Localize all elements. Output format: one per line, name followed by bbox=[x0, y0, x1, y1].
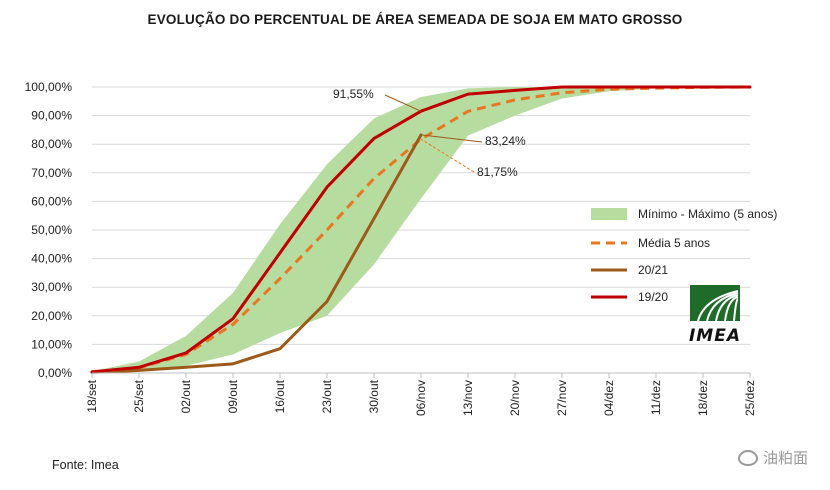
x-tick-label: 23/out bbox=[320, 379, 334, 413]
y-tick-label: 10,00% bbox=[31, 337, 72, 351]
chart-title: EVOLUÇÃO DO PERCENTUAL DE ÁREA SEMEADA D… bbox=[147, 12, 683, 27]
wechat-icon bbox=[737, 449, 758, 466]
y-tick-label: 60,00% bbox=[31, 194, 72, 208]
x-tick-label: 25/set bbox=[132, 379, 146, 412]
x-tick-label: 09/out bbox=[226, 379, 240, 413]
annotation-leader bbox=[384, 94, 422, 112]
x-tick-label: 25/dez bbox=[743, 380, 757, 416]
legend-label: 19/20 bbox=[638, 290, 668, 304]
annotation-leader bbox=[420, 138, 475, 173]
x-tick-label: 18/set bbox=[85, 379, 99, 412]
legend-swatch-band bbox=[591, 208, 627, 220]
x-tick-label: 06/nov bbox=[414, 380, 428, 416]
y-tick-label: 0,00% bbox=[38, 366, 72, 380]
axes: 0,00% 10,00% 20,00% 30,00% 40,00% 50,00% 60,00… bbox=[25, 80, 757, 416]
x-tick-label: 20/nov bbox=[508, 380, 522, 416]
x-tick-label: 13/nov bbox=[461, 380, 475, 416]
logo-stripe bbox=[724, 296, 739, 322]
y-tick-label: 50,00% bbox=[31, 223, 72, 237]
logo-stripe bbox=[706, 292, 739, 322]
legend-label: 20/21 bbox=[638, 263, 668, 277]
logo-stripe bbox=[697, 290, 739, 322]
series-line-20-21 bbox=[90, 133, 423, 374]
source-note: Fonte: Imea bbox=[52, 458, 119, 472]
x-tick-label: 02/out bbox=[179, 379, 193, 413]
logo-stripe bbox=[733, 298, 739, 322]
y-tick-label: 20,00% bbox=[31, 309, 72, 323]
imea-logo: IMEA bbox=[689, 285, 741, 346]
y-tick-label: 30,00% bbox=[31, 280, 72, 294]
annotation-leader bbox=[420, 134, 483, 143]
y-tick-label: 70,00% bbox=[31, 166, 72, 180]
x-tick-label: 11/dez bbox=[649, 380, 663, 415]
logo-stripe bbox=[715, 294, 739, 322]
watermark: 油粕面 bbox=[737, 447, 808, 468]
watermark-text: 油粕面 bbox=[762, 450, 808, 467]
annotation-label: 81,75% bbox=[477, 165, 518, 179]
legend-label: Mínimo - Máximo (5 anos) bbox=[638, 207, 777, 221]
x-tick-label: 16/out bbox=[273, 379, 287, 413]
annotation-label: 83,24% bbox=[485, 134, 526, 148]
y-tick-label: 40,00% bbox=[31, 252, 72, 266]
series-line-m-dia-5-anos bbox=[91, 85, 751, 374]
legend: Mínimo - Máximo (5 anos) Média 5 anos 20/2… bbox=[591, 207, 777, 304]
annotations: 91,55% 83,24% 81,75% bbox=[333, 87, 526, 179]
legend-label: Média 5 anos bbox=[638, 236, 710, 250]
y-tick-label: 90,00% bbox=[31, 109, 72, 123]
x-tick-label: 04/dez bbox=[602, 380, 616, 416]
x-tick-label: 30/out bbox=[367, 379, 381, 413]
x-tick-label: 18/dez bbox=[696, 380, 710, 416]
y-tick-label: 80,00% bbox=[31, 137, 72, 151]
logo-mark bbox=[690, 285, 740, 321]
logo-text: IMEA bbox=[689, 326, 741, 346]
annotation-label: 91,55% bbox=[333, 87, 374, 101]
x-tick-label: 27/nov bbox=[555, 380, 569, 416]
y-tick-label: 100,00% bbox=[25, 80, 73, 94]
